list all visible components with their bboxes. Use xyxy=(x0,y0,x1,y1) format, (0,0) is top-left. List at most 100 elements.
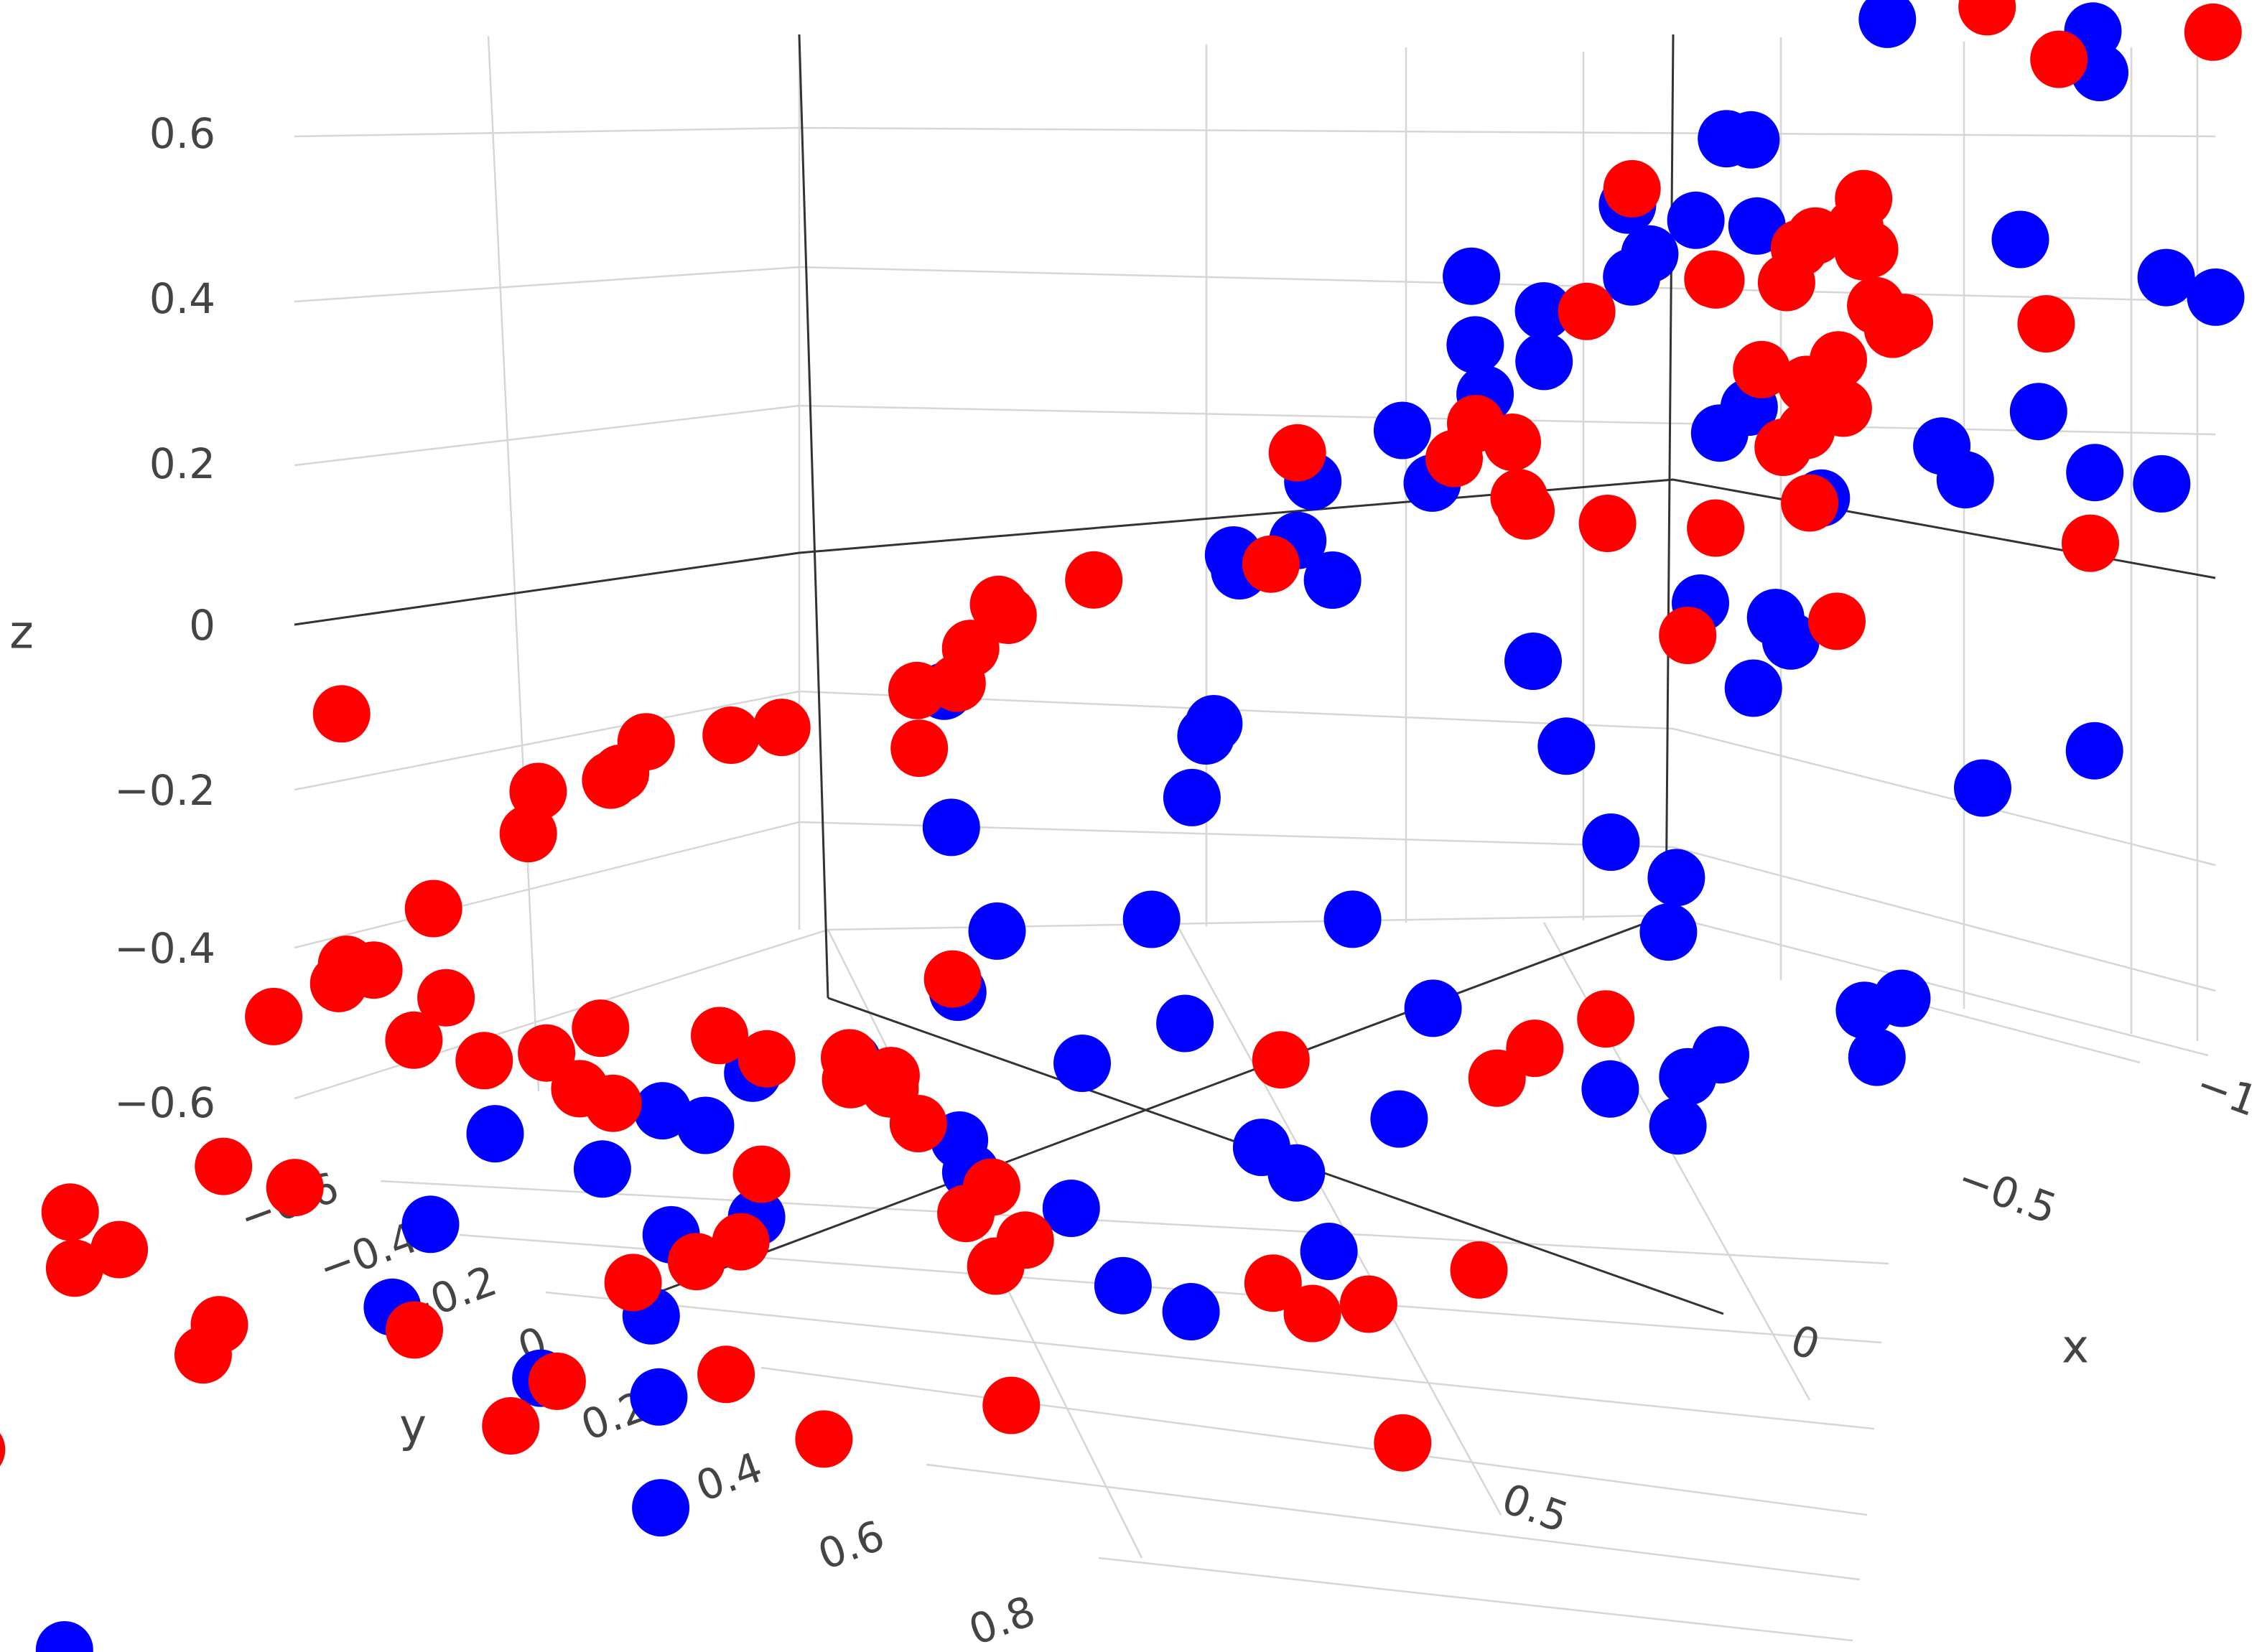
data-point[interactable] xyxy=(266,1159,324,1217)
data-point[interactable] xyxy=(1370,1090,1428,1148)
data-point[interactable] xyxy=(1814,379,1872,437)
data-point[interactable] xyxy=(889,1095,947,1152)
data-point[interactable] xyxy=(190,1296,248,1354)
data-point[interactable] xyxy=(1754,419,1812,476)
data-point[interactable] xyxy=(1603,159,1661,218)
data-point[interactable] xyxy=(1936,451,1994,509)
data-point[interactable] xyxy=(1484,414,1541,471)
data-point[interactable] xyxy=(795,1410,853,1468)
data-point[interactable] xyxy=(1558,282,1616,340)
data-point[interactable] xyxy=(1443,247,1501,305)
data-point[interactable] xyxy=(1094,1256,1152,1315)
data-point[interactable] xyxy=(401,1195,460,1254)
data-point[interactable] xyxy=(1504,633,1562,690)
data-point[interactable] xyxy=(1728,197,1786,255)
data-point[interactable] xyxy=(309,954,368,1012)
data-point[interactable] xyxy=(1659,1047,1717,1106)
data-point[interactable] xyxy=(1404,979,1462,1037)
data-point[interactable] xyxy=(668,1233,725,1291)
data-point[interactable] xyxy=(499,805,557,863)
data-point[interactable] xyxy=(1835,981,1894,1040)
data-point[interactable] xyxy=(455,1032,513,1090)
data-point[interactable] xyxy=(737,1030,796,1088)
data-point[interactable] xyxy=(404,879,462,938)
data-point[interactable] xyxy=(1303,551,1362,609)
data-point[interactable] xyxy=(312,685,371,743)
data-point[interactable] xyxy=(1283,1284,1341,1343)
data-point[interactable] xyxy=(630,1368,688,1426)
data-point[interactable] xyxy=(697,1345,755,1404)
data-point[interactable] xyxy=(2187,268,2245,326)
data-point[interactable] xyxy=(1300,1223,1358,1280)
data-point[interactable] xyxy=(417,969,475,1027)
data-point[interactable] xyxy=(1514,282,1573,340)
data-point[interactable] xyxy=(1757,253,1815,312)
data-point[interactable] xyxy=(1373,401,1431,459)
data-point[interactable] xyxy=(937,1185,995,1243)
data-point[interactable] xyxy=(572,999,630,1058)
data-point[interactable] xyxy=(1242,535,1300,593)
data-point[interactable] xyxy=(1339,1275,1397,1333)
data-point[interactable] xyxy=(90,1221,149,1279)
data-point[interactable] xyxy=(732,1145,791,1203)
data-point[interactable] xyxy=(1042,1180,1100,1237)
data-point[interactable] xyxy=(969,575,1028,633)
data-point[interactable] xyxy=(1446,316,1504,374)
data-point[interactable] xyxy=(1667,191,1725,249)
data-point[interactable] xyxy=(1185,695,1243,752)
data-point[interactable] xyxy=(528,1352,586,1410)
data-point[interactable] xyxy=(1746,589,1805,647)
data-point[interactable] xyxy=(1684,250,1742,308)
data-point[interactable] xyxy=(1537,717,1596,775)
data-point[interactable] xyxy=(1497,482,1555,540)
data-point[interactable] xyxy=(2017,295,2075,353)
data-point[interactable] xyxy=(195,1137,253,1195)
data-point[interactable] xyxy=(1581,1060,1639,1118)
data-point[interactable] xyxy=(0,1421,6,1478)
data-point[interactable] xyxy=(245,987,303,1045)
data-point[interactable] xyxy=(941,620,1000,678)
data-point[interactable] xyxy=(1621,225,1679,283)
data-point[interactable] xyxy=(2184,3,2242,61)
data-point[interactable] xyxy=(1858,0,1917,48)
data-point[interactable] xyxy=(1163,768,1221,826)
data-point[interactable] xyxy=(45,1239,103,1297)
data-point[interactable] xyxy=(1698,110,1756,168)
data-point[interactable] xyxy=(890,719,949,778)
data-point[interactable] xyxy=(573,1140,631,1198)
data-point[interactable] xyxy=(1991,210,2049,269)
data-point[interactable] xyxy=(753,699,811,757)
data-point[interactable] xyxy=(1808,592,1866,650)
data-point[interactable] xyxy=(676,1096,735,1154)
data-point[interactable] xyxy=(2066,444,2124,502)
data-point[interactable] xyxy=(1733,340,1791,398)
data-point[interactable] xyxy=(1065,551,1123,609)
data-point[interactable] xyxy=(1781,474,1839,532)
data-point[interactable] xyxy=(1122,890,1181,948)
data-point[interactable] xyxy=(712,1213,770,1271)
data-point[interactable] xyxy=(1840,220,1899,279)
data-point[interactable] xyxy=(1156,994,1214,1053)
data-point[interactable] xyxy=(1578,495,1637,552)
data-point[interactable] xyxy=(584,1074,642,1132)
data-point[interactable] xyxy=(385,1011,443,1069)
data-point[interactable] xyxy=(1848,1028,1906,1086)
data-point[interactable] xyxy=(466,1105,524,1163)
data-point[interactable] xyxy=(482,1397,540,1455)
data-point[interactable] xyxy=(691,1007,748,1065)
data-point[interactable] xyxy=(1582,813,1640,871)
data-point[interactable] xyxy=(582,751,640,809)
data-point[interactable] xyxy=(1954,759,2011,817)
data-point[interactable] xyxy=(1162,1283,1220,1340)
data-point[interactable] xyxy=(888,661,946,719)
data-point[interactable] xyxy=(1450,1241,1508,1299)
data-point[interactable] xyxy=(2137,248,2195,307)
data-point[interactable] xyxy=(1577,990,1635,1048)
data-point[interactable] xyxy=(702,706,760,764)
data-point[interactable] xyxy=(968,902,1026,960)
data-point[interactable] xyxy=(35,1621,93,1652)
data-point[interactable] xyxy=(604,1254,662,1312)
data-point[interactable] xyxy=(2062,514,2119,572)
data-point[interactable] xyxy=(922,798,980,857)
